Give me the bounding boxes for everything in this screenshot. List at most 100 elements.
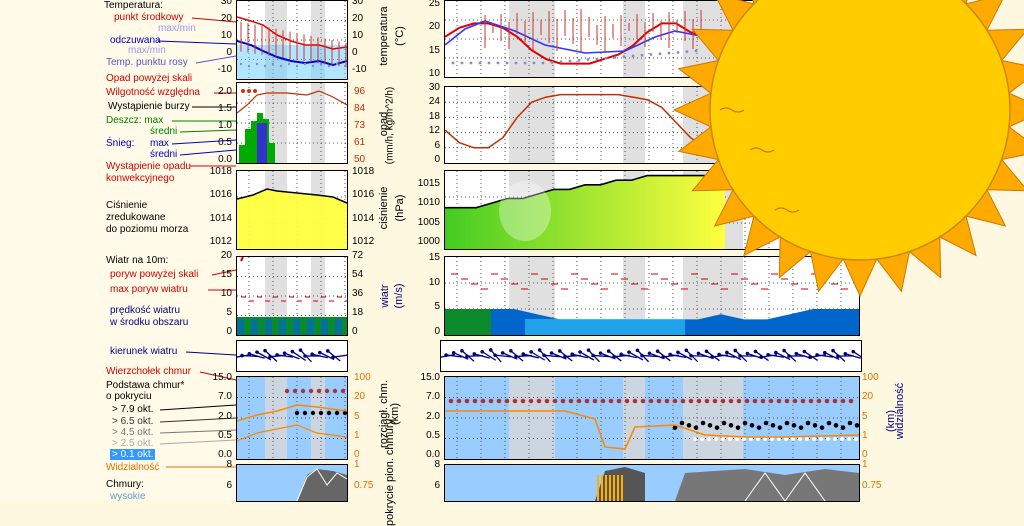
tick-m_c2r-0: 1 [862, 460, 868, 470]
cloud-top-dot [317, 389, 321, 393]
cloud-top-dot [649, 399, 654, 404]
cloud-low-dot [840, 437, 844, 441]
wind-strong-area [445, 309, 491, 335]
mini-pressure-plot [237, 171, 347, 249]
dew-point [240, 63, 242, 65]
cloud-top-dot [769, 399, 774, 404]
cloud-low-dot [812, 437, 816, 441]
cloud-base-dot [785, 421, 790, 426]
tick-m_press-2: 1005 [418, 218, 440, 228]
storm-marker [247, 89, 251, 93]
cloud-base-dot [834, 423, 839, 428]
dew-point-dot [497, 62, 500, 65]
tick-temp_right-4: -10 [352, 65, 366, 75]
storm-marker [241, 89, 245, 93]
tick-temp_left-2: 10 [221, 31, 232, 41]
cloud-top-dot [341, 389, 345, 393]
cloud-low-dot [819, 437, 823, 441]
mini-wind-plot [237, 257, 347, 335]
wind-arrow-head [550, 351, 554, 355]
label-cover: pokrycie pion. chmury [384, 426, 396, 526]
cloud-top-dot [521, 399, 526, 404]
cloud-top-dot [585, 399, 590, 404]
tick-temp_right-3: 0 [352, 48, 358, 58]
tick-wind_left-1: 15 [221, 270, 232, 280]
humidity-line [237, 91, 347, 113]
wind-arrow-head [326, 349, 330, 353]
cloud-base-dot [813, 423, 818, 428]
dew-point [248, 65, 250, 67]
cloud-top-dot [737, 399, 742, 404]
tick-m_c2l-1: 6 [434, 481, 440, 491]
cloud-base-dot [715, 425, 720, 430]
cloud-low-dot [854, 437, 858, 441]
cloud-top-dot [761, 399, 766, 404]
tick-press_left-0: 1018 [210, 167, 232, 177]
wind-arrow-head [240, 354, 244, 358]
label-temp-unit: (°C) [394, 6, 406, 66]
dew-point-dot [587, 58, 590, 61]
sun-cover-bar [605, 475, 607, 501]
wind-arrow-head [472, 352, 476, 356]
tick-press_right-0: 1018 [352, 167, 374, 177]
night-band [509, 377, 555, 459]
tick-wind_right-1: 54 [352, 270, 363, 280]
tick-humid_right-1: 84 [354, 104, 365, 114]
cloud-top-dot [713, 399, 718, 404]
cloud-top-dot [513, 399, 518, 404]
tick-m_wind-1: 10 [429, 278, 440, 288]
cloud-top-dot [825, 399, 830, 404]
cloud-top-dot [849, 399, 854, 404]
tick-m_wind-0: 15 [429, 253, 440, 263]
dew-point [256, 63, 258, 65]
pressure-area [237, 189, 347, 249]
dew-point-dot [470, 62, 473, 65]
cloud-top-dot [681, 399, 686, 404]
mini-temp-plot [237, 1, 347, 79]
temp-line [237, 17, 347, 49]
tick-wind_right-3: 18 [352, 308, 363, 318]
cloud-top-dot [333, 389, 337, 393]
mini-wind-dir-plot [237, 341, 347, 371]
tick-press_left-2: 1014 [210, 214, 232, 224]
tick-m_vis-3: 1 [862, 431, 868, 441]
night-band [265, 377, 287, 459]
tick-m_precip-0: 30 [429, 83, 440, 93]
cloud-top-dot [729, 399, 734, 404]
tick-humid_right-0: 96 [354, 87, 365, 97]
dew-point [328, 65, 330, 67]
cloud-base-dot [303, 411, 307, 415]
dew-point-dot [524, 62, 527, 65]
tick-wind_left-0: 20 [221, 251, 232, 261]
tick-temp_right-1: 20 [352, 14, 363, 24]
dew-point [264, 65, 266, 67]
wind-arrow-head [509, 349, 513, 353]
rain-bar [245, 129, 251, 163]
sun-cover-bar [609, 475, 611, 501]
tick-cloud2_right-0: 1 [354, 460, 360, 470]
cloud-low-dot [833, 437, 837, 441]
tick-vis_right-3: 1 [354, 431, 360, 441]
tick-precip_left-3: 0.5 [218, 138, 232, 148]
cloud-top-dot [473, 399, 478, 404]
sun-cover-bar [617, 475, 619, 501]
dew-point [312, 65, 314, 67]
wind-speed-band [335, 319, 342, 335]
wind-arrow-head [452, 351, 456, 355]
cloud-top-dot [505, 399, 510, 404]
dew-point-dot [506, 62, 509, 65]
cloud-top-dot [293, 389, 297, 393]
tick-m_temp-2: 15 [429, 46, 440, 56]
cloud-base-dot [687, 423, 692, 428]
cloud-top-dot [561, 399, 566, 404]
wind-arrow-head [493, 353, 497, 357]
cloud-base-dot [295, 411, 299, 415]
wind-arrow-head [480, 350, 484, 354]
tick-m_cloud-0: 15.0 [421, 373, 440, 383]
cloud-top-dot [537, 399, 542, 404]
tick-cloud2_left-0: 8 [226, 460, 232, 470]
wind-arrow-head [563, 355, 567, 359]
wind-arrow-head [514, 355, 518, 359]
wind-arrow-head [489, 348, 493, 352]
tick-m_press-3: 1000 [418, 237, 440, 247]
